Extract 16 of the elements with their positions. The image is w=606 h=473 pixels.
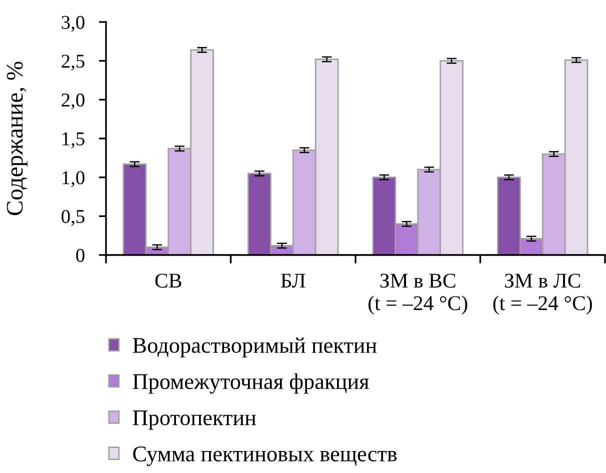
x-tick-label: ЗМ в ВС (t = –24 °C) xyxy=(368,274,468,314)
y-tick-label: 0,5 xyxy=(62,210,84,226)
y-tick-label: 1,5 xyxy=(62,132,84,148)
y-tick-label: 2,0 xyxy=(62,93,84,110)
x-tick-label: БЛ xyxy=(280,274,306,288)
legend-label: Промежуточная фракция xyxy=(132,373,369,394)
legend-label: Протопектин xyxy=(132,410,256,430)
y-tick-label: 2,5 xyxy=(62,54,84,71)
y-axis-title: Содержание, % xyxy=(6,62,28,216)
y-tick-label: 3,0 xyxy=(62,16,84,32)
y-tick-label: 1,0 xyxy=(62,171,84,188)
x-tick-label: ЗМ в ЛС (t = –24 °C) xyxy=(493,274,592,314)
x-tick-label: СВ xyxy=(155,274,182,288)
legend-label: Водорастворимый пектин xyxy=(132,337,377,358)
legend-label: Сумма пектиновых веществ xyxy=(133,446,397,466)
y-tick-label: 0 xyxy=(76,248,84,262)
